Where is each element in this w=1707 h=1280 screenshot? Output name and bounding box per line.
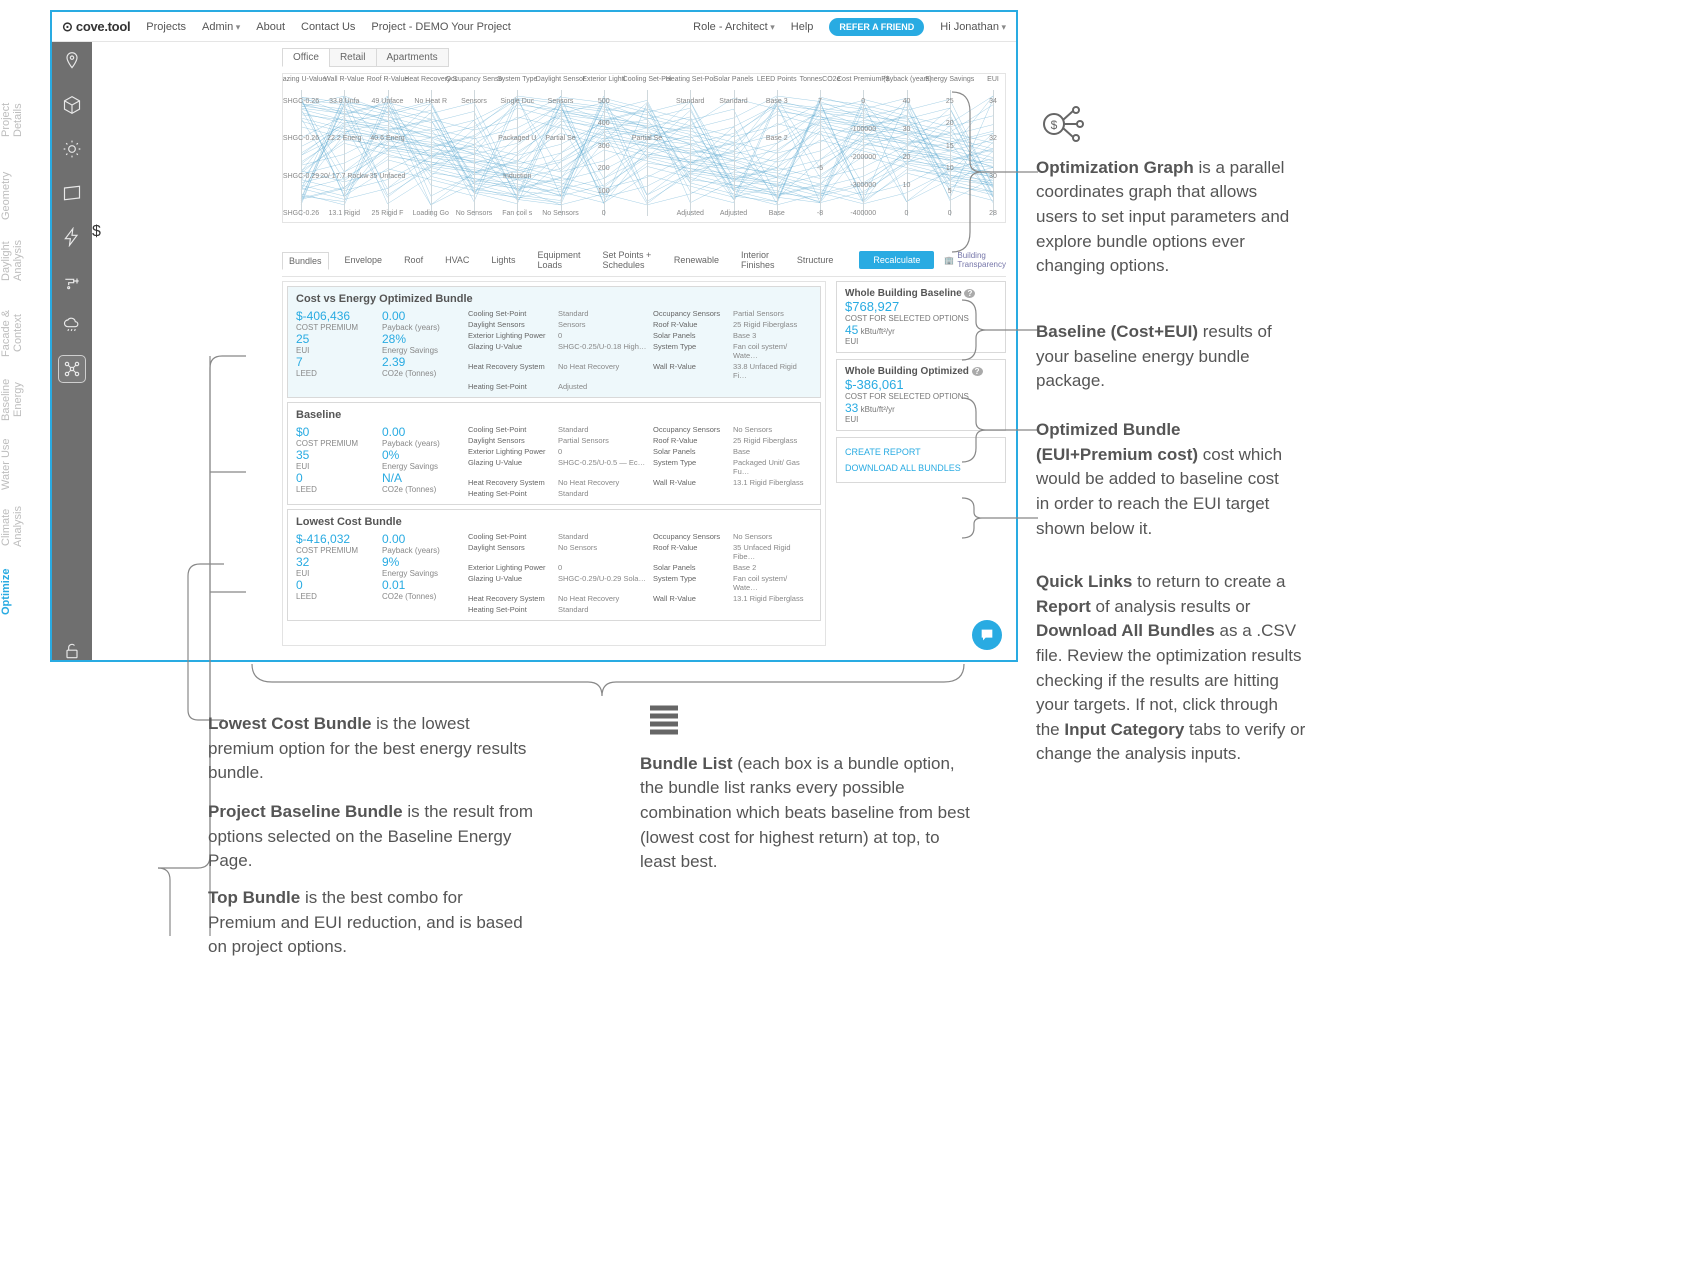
nav-project[interactable]: Project - DEMO Your Project xyxy=(371,21,510,33)
subtab-renewable[interactable]: Renewable xyxy=(668,252,725,268)
annotation-quicklinks: Quick Links to return to create a Report… xyxy=(1036,570,1306,767)
annotation-optimized: Optimized Bundle (EUI+Premium cost) cost… xyxy=(1036,418,1296,541)
sidebar-iconbar xyxy=(52,42,92,662)
nav-projects[interactable]: Projects xyxy=(146,21,186,33)
annotation-lowest-cost: Lowest Cost Bundle is the lowest premium… xyxy=(208,712,528,786)
parallel-coords-chart[interactable]: Glazing U-ValueSHGC-0.26SHGC-0.26SHGC-0.… xyxy=(282,73,1006,223)
building-tabs: Office Retail Apartments xyxy=(282,48,1016,67)
optimized-eui: 33 xyxy=(845,401,858,415)
list-icon xyxy=(640,696,688,744)
subtab-bundles[interactable]: Bundles xyxy=(282,252,329,270)
faucet-icon[interactable] xyxy=(59,268,85,294)
nav-about[interactable]: About xyxy=(256,21,285,33)
subtab-hvac[interactable]: HVAC xyxy=(439,252,475,268)
subtab-envelope[interactable]: Envelope xyxy=(339,252,389,268)
annotation-optimization-graph: $ Optimization Graph is a parallel coord… xyxy=(1036,100,1296,279)
baseline-eui: 45 xyxy=(845,323,858,337)
pin-icon[interactable] xyxy=(59,48,85,74)
optimized-card-title: Whole Building Optimized xyxy=(845,366,969,377)
subtab-interior[interactable]: Interior Finishes xyxy=(735,247,781,273)
refer-friend-button[interactable]: REFER A FRIEND xyxy=(829,18,924,36)
nav-user[interactable]: Hi Jonathan xyxy=(940,21,1006,33)
tab-office[interactable]: Office xyxy=(282,48,330,67)
subtab-roof[interactable]: Roof xyxy=(398,252,429,268)
window-icon[interactable] xyxy=(59,180,85,206)
nav-admin[interactable]: Admin xyxy=(202,21,240,33)
dollar-network-icon: $ xyxy=(1036,100,1084,148)
vlabel-daylight: Daylight Analysis xyxy=(0,230,42,292)
cube-icon[interactable] xyxy=(59,92,85,118)
bundle-card[interactable]: Baseline$0COST PREMIUM35EUI0LEED0.00Payb… xyxy=(287,402,821,505)
vlabel-water: Water Use xyxy=(0,436,42,492)
tab-retail[interactable]: Retail xyxy=(329,48,377,67)
nav-role[interactable]: Role - Architect xyxy=(693,21,775,33)
logo: ⊙ cove.tool xyxy=(62,19,130,35)
nav-contact[interactable]: Contact Us xyxy=(301,21,355,33)
vlabel-geometry: Geometry xyxy=(0,168,42,224)
subtab-equip[interactable]: Equipment Loads xyxy=(531,247,586,273)
bundle-list[interactable]: Cost vs Energy Optimized Bundle$-406,436… xyxy=(282,281,826,646)
subtab-structure[interactable]: Structure xyxy=(791,252,840,268)
bundle-card[interactable]: Cost vs Energy Optimized Bundle$-406,436… xyxy=(287,286,821,398)
nav-help[interactable]: Help xyxy=(791,21,814,33)
tab-apartments[interactable]: Apartments xyxy=(376,48,449,67)
cloud-icon[interactable] xyxy=(59,312,85,338)
sun-icon[interactable] xyxy=(59,136,85,162)
annotation-top-bundle: Top Bundle is the best combo for Premium… xyxy=(208,886,528,960)
baseline-card-title: Whole Building Baseline xyxy=(845,288,962,299)
help-icon[interactable]: ? xyxy=(972,367,983,376)
subtab-setpoints[interactable]: Set Points + Schedules xyxy=(596,247,657,273)
vlabel-optimize: Optimize xyxy=(0,564,42,620)
vlabel-climate: Climate Analysis xyxy=(0,496,42,558)
topbar: ⊙ cove.tool Projects Admin About Contact… xyxy=(52,12,1016,42)
vlabel-baseline: Baseline Energy xyxy=(0,370,42,430)
bundle-card[interactable]: Lowest Cost Bundle$-416,032COST PREMIUM3… xyxy=(287,509,821,621)
category-tabs: Bundles Envelope Roof HVAC Lights Equipm… xyxy=(282,247,1006,277)
svg-text:$: $ xyxy=(1051,118,1058,132)
optimize-icon[interactable] xyxy=(59,356,85,382)
annotation-project-baseline: Project Baseline Bundle is the result fr… xyxy=(208,800,538,874)
vlabel-project-details: Project Details xyxy=(0,90,42,150)
chat-fab[interactable] xyxy=(972,620,1002,650)
annotation-bundle-list: Bundle List (each box is a bundle option… xyxy=(640,696,980,875)
bolt-icon[interactable] xyxy=(59,224,85,250)
vlabel-facade: Facade & Context xyxy=(0,300,42,366)
optimized-cost: $-386,061 xyxy=(845,377,997,392)
annotation-baseline: Baseline (Cost+EUI) results of your base… xyxy=(1036,320,1296,394)
recalculate-button[interactable]: Recalculate xyxy=(859,251,934,269)
vertical-side-labels: Project Details Geometry Daylight Analys… xyxy=(0,60,42,1280)
subtab-lights[interactable]: Lights xyxy=(485,252,521,268)
unlock-icon[interactable] xyxy=(59,638,85,662)
